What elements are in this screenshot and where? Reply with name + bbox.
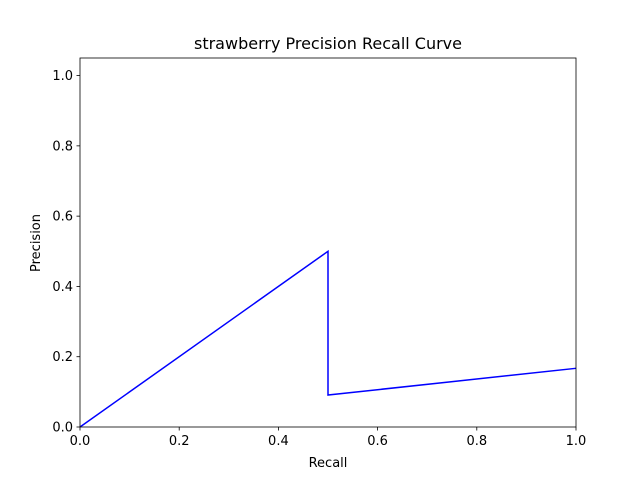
y-axis-label: Precision <box>29 214 44 272</box>
axes-frame <box>79 57 577 428</box>
x-tick-label: 0.2 <box>169 434 190 449</box>
x-tick-label: 0.4 <box>268 434 289 449</box>
plot-area <box>79 57 577 428</box>
y-tick-label: 0.2 <box>52 350 73 365</box>
x-tick-label: 0.6 <box>367 434 388 449</box>
x-axis-ticks: 0.0 0.2 0.4 0.6 0.8 1.0 <box>70 427 587 449</box>
y-tick-label: 0.6 <box>52 210 73 225</box>
chart-title: strawberry Precision Recall Curve <box>194 34 462 53</box>
x-tick-label: 0.0 <box>70 434 91 449</box>
y-axis-ticks: 0.0 0.2 0.4 0.6 0.8 1.0 <box>52 69 80 436</box>
y-tick-label: 0.8 <box>52 139 73 154</box>
x-tick-label: 0.8 <box>466 434 487 449</box>
x-tick-label: 1.0 <box>566 434 587 449</box>
y-tick-label: 0.0 <box>52 421 73 436</box>
series-line-0 <box>79 249 577 428</box>
x-axis-label: Recall <box>309 456 348 471</box>
y-tick-label: 1.0 <box>52 69 73 84</box>
y-tick-label: 0.4 <box>52 280 73 295</box>
